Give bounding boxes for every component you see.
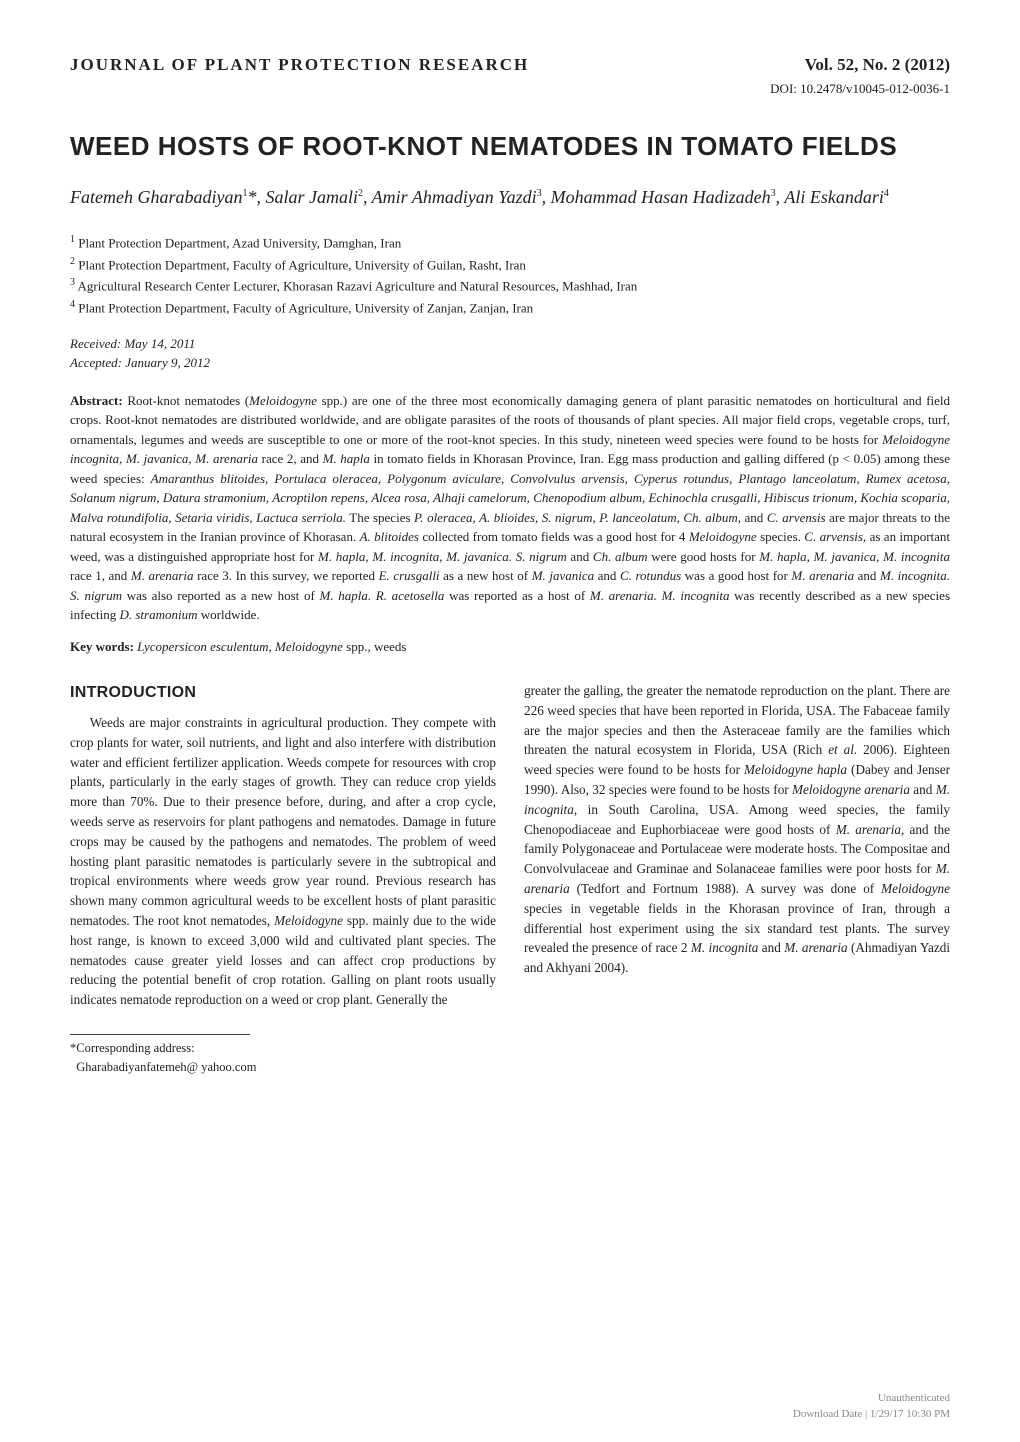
article-title: WEED HOSTS OF ROOT-KNOT NEMATODES IN TOM… [70,131,950,162]
doi: DOI: 10.2478/v10045-012-0036-1 [70,81,950,97]
accepted-date: Accepted: January 9, 2012 [70,353,950,373]
footer-line-2: Download Date | 1/29/17 10:30 PM [793,1407,950,1422]
column-left: INTRODUCTION Weeds are major constraints… [70,681,496,1076]
affiliation-1: 1 Plant Protection Department, Azad Univ… [70,232,950,253]
footnote-rule [70,1034,250,1035]
footer-line-1: Unauthenticated [793,1391,950,1406]
volume-issue: Vol. 52, No. 2 (2012) [805,55,950,75]
intro-heading: INTRODUCTION [70,681,496,705]
affiliation-4: 4 Plant Protection Department, Faculty o… [70,297,950,318]
keywords: Key words: Lycopersicon esculentum, Melo… [70,639,950,655]
column-right: greater the galling, the greater the nem… [524,681,950,1076]
abstract-text: Root-knot nematodes (Meloidogyne spp.) a… [70,393,950,623]
abstract-label: Abstract: [70,393,123,408]
corresponding-label: *Corresponding address: [70,1039,496,1058]
abstract: Abstract: Root-knot nematodes (Meloidogy… [70,391,950,625]
keywords-label: Key words: [70,639,134,654]
download-footer: Unauthenticated Download Date | 1/29/17 … [793,1391,950,1422]
intro-left-para: Weeds are major constraints in agricultu… [70,713,496,1010]
corresponding-email: Gharabadiyanfatemeh@ yahoo.com [70,1058,496,1077]
affiliations: 1 Plant Protection Department, Azad Univ… [70,232,950,318]
authors: Fatemeh Gharabadiyan1*, Salar Jamali2, A… [70,184,950,210]
intro-right-para: greater the galling, the greater the nem… [524,681,950,978]
page: JOURNAL OF PLANT PROTECTION RESEARCH Vol… [0,0,1020,1442]
journal-name: JOURNAL OF PLANT PROTECTION RESEARCH [70,55,529,75]
affiliation-3: 3 Agricultural Research Center Lecturer,… [70,275,950,296]
header: JOURNAL OF PLANT PROTECTION RESEARCH Vol… [70,55,950,75]
affiliation-2: 2 Plant Protection Department, Faculty o… [70,254,950,275]
body-columns: INTRODUCTION Weeds are major constraints… [70,681,950,1076]
keywords-text: Lycopersicon esculentum, Meloidogyne spp… [137,639,406,654]
dates: Received: May 14, 2011 Accepted: January… [70,334,950,373]
received-date: Received: May 14, 2011 [70,334,950,354]
corresponding-address: *Corresponding address: Gharabadiyanfate… [70,1039,496,1077]
